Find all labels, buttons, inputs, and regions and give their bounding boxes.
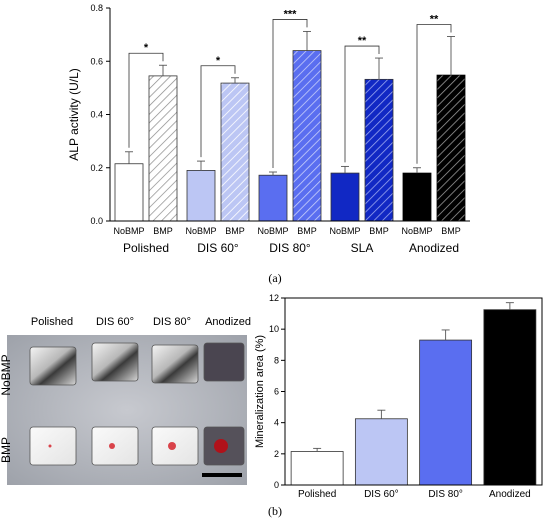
y-tick-label-0-0: 0.0	[90, 216, 103, 226]
y-tick-label-6: 6	[274, 387, 279, 397]
bar-sla-bmp	[364, 78, 394, 222]
sub-label-polished-nobmp: NoBMP	[113, 226, 144, 236]
sub-label-dis-80-nobmp: NoBMP	[257, 226, 288, 236]
bar-dis-60	[354, 418, 408, 486]
sig-mark-dis-80: ***	[284, 8, 298, 20]
bar-dis-80-bmp	[292, 50, 322, 222]
sub-label-dis-60-nobmp: NoBMP	[185, 226, 216, 236]
sample-photo	[7, 335, 247, 485]
x-label-polished: Polished	[298, 489, 336, 500]
stain-dis-60	[109, 443, 115, 449]
sample-nobmp-anodized	[203, 342, 245, 382]
bar-polished-bmp	[148, 75, 178, 222]
group-label-polished: Polished	[123, 241, 169, 255]
x-label-anodized: Anodized	[489, 489, 531, 500]
x-label-dis-60: DIS 60°	[364, 489, 399, 500]
mineral-error-bars	[313, 302, 514, 452]
sig-bracket-dis-60	[200, 65, 236, 158]
y-tick-label-10: 10	[269, 324, 279, 334]
sub-label-sla-nobmp: NoBMP	[329, 226, 360, 236]
group-label-dis-80: DIS 80°	[269, 241, 311, 255]
sample-nobmp-dis-60	[91, 342, 139, 382]
mineralization-chart: Polished DIS 60° DIS 80° Anodized 0 2 4 6 8 10 12 M…	[254, 293, 543, 500]
sig-bracket-dis-80	[272, 19, 308, 169]
sig-mark-dis-60: *	[216, 55, 221, 67]
bar-polished	[290, 451, 344, 486]
photo-col-polished: Polished	[31, 316, 73, 328]
mineral-axes	[281, 297, 543, 486]
panel-label-a: (a)	[268, 271, 281, 285]
alp-tick-labels: NoBMP BMP Polished NoBMP BMP DIS 60° NoBMP BMP D…	[67, 3, 461, 255]
bar-dis-80-nobmp	[258, 174, 288, 222]
bar-dis-60-bmp	[220, 82, 250, 222]
y-tick-label-4: 4	[274, 418, 279, 428]
photo-column-labels: Polished DIS 60° DIS 80° Anodized	[31, 316, 251, 328]
alp-significance-brackets: *********	[128, 8, 452, 169]
photo-col-anodized: Anodized	[205, 316, 251, 328]
sig-mark-polished: *	[144, 42, 149, 54]
bar-anodized-bmp	[436, 74, 466, 222]
x-label-dis-80: DIS 80°	[428, 489, 463, 500]
bar-dis-60-nobmp	[186, 170, 216, 222]
y-tick-label-8: 8	[274, 355, 279, 365]
bar-polished-nobmp	[114, 163, 144, 222]
sig-bracket-anodized	[416, 24, 452, 164]
sig-mark-anodized: **	[430, 13, 439, 25]
photo-col-dis-80: DIS 80°	[153, 316, 191, 328]
bar-sla-nobmp	[330, 172, 360, 222]
mineral-bars	[290, 309, 537, 486]
bar-anodized-nobmp	[402, 172, 432, 222]
sub-label-anodized-nobmp: NoBMP	[401, 226, 432, 236]
group-label-sla: SLA	[351, 241, 374, 255]
y-tick-label-0-4: 0.4	[90, 110, 103, 120]
scale-bar	[202, 473, 242, 477]
y-tick-label-0: 0	[274, 480, 279, 490]
alp-error-bars	[125, 30, 455, 176]
sig-bracket-sla	[344, 45, 380, 163]
group-label-anodized: Anodized	[409, 241, 459, 255]
sig-bracket-polished	[128, 52, 164, 148]
photo-samples	[29, 342, 245, 466]
y-axis-title: Mineralization area (%)	[254, 335, 266, 448]
alp-bars	[114, 50, 466, 222]
sub-label-sla-bmp: BMP	[369, 226, 389, 236]
sub-label-polished-bmp: BMP	[153, 226, 173, 236]
y-axis-title: ALP activity (U/L)	[67, 68, 81, 160]
group-label-dis-60: DIS 60°	[197, 241, 239, 255]
y-tick-label-12: 12	[269, 293, 279, 303]
photo-row-labels: NoBMP BMP	[0, 354, 13, 463]
photo-col-dis-60: DIS 60°	[96, 316, 134, 328]
sample-bmp-polished	[29, 426, 77, 466]
sub-label-dis-60-bmp: BMP	[225, 226, 245, 236]
alp-axes	[106, 7, 470, 222]
mineral-tick-labels: Polished DIS 60° DIS 80° Anodized 0 2 4 6 8 10 12 M…	[254, 293, 531, 500]
sig-mark-sla: **	[358, 35, 367, 47]
sample-nobmp-polished	[29, 346, 77, 386]
sub-label-anodized-bmp: BMP	[441, 226, 461, 236]
bar-anodized	[483, 309, 537, 486]
panel-label-b: (b)	[268, 504, 282, 518]
y-tick-label-2: 2	[274, 449, 279, 459]
y-tick-label-0-2: 0.2	[90, 163, 103, 173]
y-tick-label-0-6: 0.6	[90, 56, 103, 66]
sub-label-dis-80-bmp: BMP	[297, 226, 317, 236]
photo-row-bmp: BMP	[0, 437, 13, 463]
bar-dis-80	[419, 339, 473, 486]
stain-anodized	[214, 439, 228, 453]
stain-dis-80	[168, 442, 176, 450]
photo-row-nobmp: NoBMP	[0, 354, 13, 395]
sample-nobmp-dis-80	[151, 344, 199, 384]
stain-polished	[48, 444, 52, 448]
y-tick-label-0-8: 0.8	[90, 3, 103, 13]
